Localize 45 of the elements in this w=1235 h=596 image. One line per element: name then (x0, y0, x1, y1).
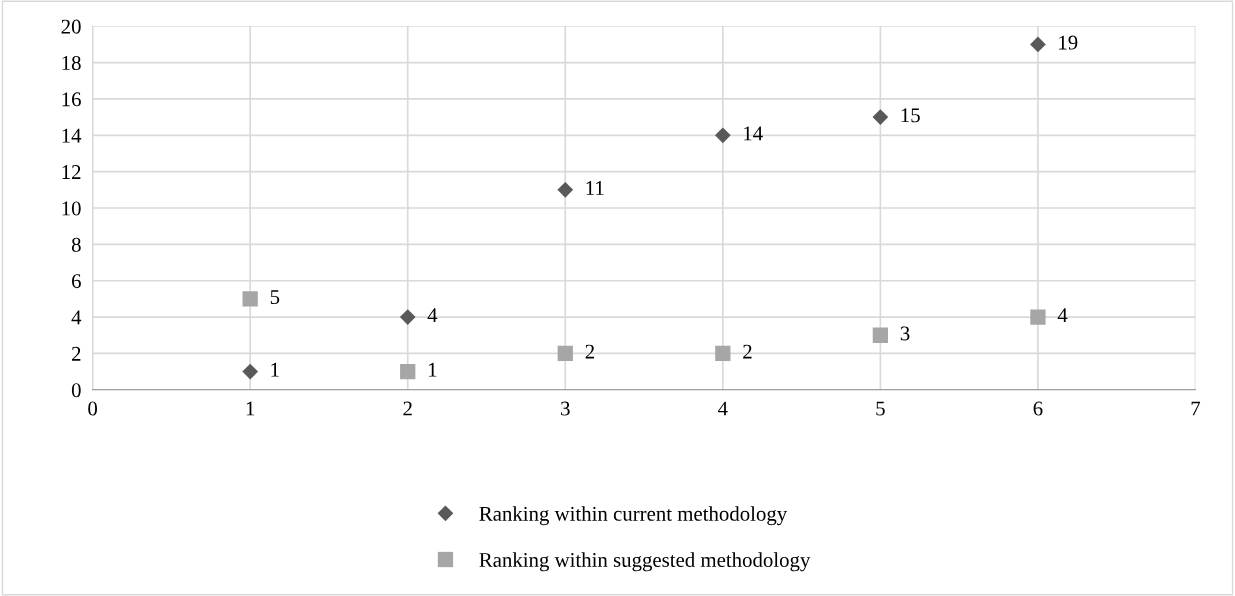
y-tick-label: 20 (61, 19, 81, 34)
point (400, 363, 416, 380)
point (715, 345, 731, 362)
point (557, 181, 574, 198)
point (557, 345, 573, 362)
data-label: 2 (743, 344, 752, 359)
x-tick-label: 3 (561, 401, 570, 416)
x-tick-label: 0 (88, 401, 98, 416)
y-tick-label: 0 (71, 383, 81, 398)
y-tick-label: 10 (62, 201, 81, 216)
x-tick-label: 5 (876, 401, 885, 416)
y-tick-label: 6 (71, 274, 81, 289)
point (1030, 36, 1046, 53)
y-tick-label: 4 (71, 310, 82, 325)
point (1030, 309, 1046, 325)
point (714, 127, 731, 144)
point (242, 291, 258, 307)
x-tick-label: 6 (1033, 401, 1043, 416)
data-label: 1 (429, 362, 437, 377)
data-label: 11 (586, 181, 604, 195)
point (872, 109, 889, 125)
data-label: 19 (1059, 35, 1078, 50)
x-tick-label: 7 (1191, 401, 1201, 416)
data-label: 3 (900, 326, 910, 341)
y-tick-label: 18 (62, 55, 81, 71)
data-label: 1 (271, 362, 279, 377)
data-label: 4 (427, 308, 438, 323)
data-label: 14 (744, 126, 763, 141)
point (242, 363, 259, 380)
y-tick-label: 16 (62, 92, 81, 107)
data-label: 2 (585, 344, 594, 359)
x-tick-label: 4 (718, 401, 728, 416)
y-tick-label: 8 (71, 237, 81, 252)
point (872, 327, 889, 343)
x-tick-label: 1 (246, 401, 255, 416)
point (399, 309, 416, 325)
y-tick-label: 2 (72, 346, 81, 361)
data-label: 4 (1057, 308, 1068, 323)
legend-label: Ranking within suggested methodology (479, 552, 811, 572)
x-tick-label: 2 (403, 401, 412, 416)
data-label: 5 (270, 290, 280, 305)
data-label: 15 (901, 108, 920, 123)
legend-label: Ranking within current methodology (479, 506, 788, 526)
y-tick-label: 14 (62, 128, 82, 143)
y-tick-label: 12 (62, 165, 81, 179)
